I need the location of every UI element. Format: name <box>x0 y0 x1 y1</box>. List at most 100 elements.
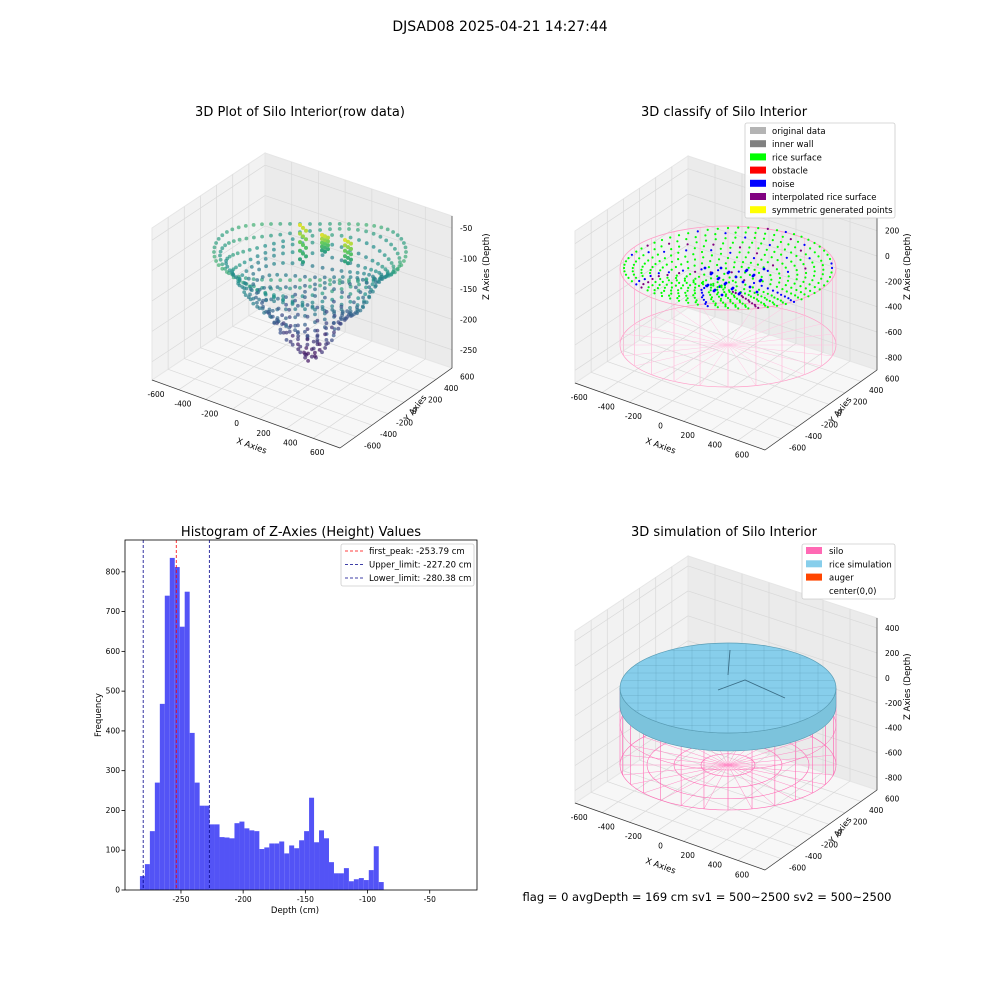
data-point <box>741 302 744 305</box>
z-tick-label: 200 <box>885 649 900 658</box>
data-point <box>346 295 351 299</box>
data-point <box>301 234 305 239</box>
data-point <box>364 229 368 234</box>
data-point <box>320 248 324 253</box>
data-point <box>737 270 740 273</box>
data-point <box>383 275 388 279</box>
data-point <box>349 257 353 262</box>
x-tick-label: 400 <box>283 438 298 447</box>
data-point <box>227 241 231 245</box>
data-point <box>646 289 649 292</box>
data-point <box>310 251 315 256</box>
data-point <box>732 266 736 269</box>
data-point <box>770 278 773 281</box>
data-point <box>657 275 660 278</box>
data-point <box>310 233 315 238</box>
data-point <box>747 293 750 296</box>
data-point <box>275 272 280 277</box>
y-axis-line <box>339 367 453 449</box>
data-point <box>348 299 353 304</box>
data-point <box>301 243 305 247</box>
x-tick-label: -600 <box>148 390 165 399</box>
data-point <box>386 257 391 262</box>
data-point <box>272 253 276 258</box>
data-point <box>734 304 737 307</box>
data-point <box>796 273 799 276</box>
data-point <box>668 294 671 297</box>
data-point <box>793 264 796 267</box>
data-point <box>744 236 747 239</box>
data-point <box>323 238 327 243</box>
data-point <box>828 257 832 261</box>
data-point <box>707 291 711 294</box>
data-point <box>685 249 688 252</box>
data-point <box>716 277 720 281</box>
data-point <box>380 264 385 269</box>
data-point <box>212 245 217 250</box>
data-point <box>298 248 302 253</box>
data-point <box>799 258 802 261</box>
data-point <box>263 251 268 255</box>
data-point <box>826 280 829 283</box>
data-point <box>363 292 368 297</box>
y-tick-label: 600 <box>885 375 900 384</box>
data-point <box>225 230 229 234</box>
silo-wire <box>727 344 833 357</box>
data-point <box>751 286 755 289</box>
y-tick-label: 700 <box>106 607 121 616</box>
data-point <box>293 284 298 289</box>
data-point <box>373 284 378 289</box>
data-point <box>303 355 307 360</box>
grid-line <box>312 358 426 439</box>
data-point <box>720 293 724 297</box>
data-point <box>730 287 734 291</box>
data-point <box>348 282 352 286</box>
data-point <box>686 260 689 263</box>
data-point <box>730 271 733 274</box>
data-point <box>364 281 369 285</box>
x-tick-label: -600 <box>571 393 588 402</box>
legend-swatch <box>806 560 822 568</box>
data-point <box>287 329 292 334</box>
x-tick-label: -200 <box>625 832 642 841</box>
data-point <box>371 289 375 294</box>
histogram-bar <box>184 591 190 890</box>
data-point <box>751 277 755 280</box>
data-point <box>800 298 803 301</box>
data-point <box>263 292 268 297</box>
data-point <box>237 237 242 242</box>
data-point <box>757 247 760 250</box>
y-tick-label: 0 <box>837 409 842 418</box>
data-point <box>348 306 352 310</box>
data-point <box>724 305 727 308</box>
data-point <box>212 250 216 254</box>
data-point <box>357 238 361 242</box>
data-point <box>757 271 761 274</box>
data-point <box>717 291 720 294</box>
data-point <box>722 242 725 245</box>
data-point <box>678 281 681 284</box>
data-point <box>330 338 334 343</box>
data-point <box>288 339 293 344</box>
data-point <box>623 270 626 273</box>
data-point <box>640 271 643 274</box>
data-point <box>766 292 769 295</box>
data-point <box>661 266 664 269</box>
data-point <box>762 267 766 271</box>
z-tick-label: -400 <box>885 303 902 312</box>
data-point <box>731 290 735 293</box>
data-point <box>719 252 723 255</box>
data-point <box>377 249 382 253</box>
data-point <box>242 290 247 294</box>
data-point <box>243 293 248 297</box>
data-point <box>729 300 732 303</box>
data-point <box>326 239 330 244</box>
data-point <box>702 298 706 301</box>
data-point <box>227 254 232 259</box>
data-point <box>212 254 217 259</box>
data-point <box>284 307 288 312</box>
data-point <box>288 231 292 236</box>
histogram-bar <box>368 870 374 890</box>
data-point <box>686 243 689 246</box>
legend-box <box>340 543 475 587</box>
